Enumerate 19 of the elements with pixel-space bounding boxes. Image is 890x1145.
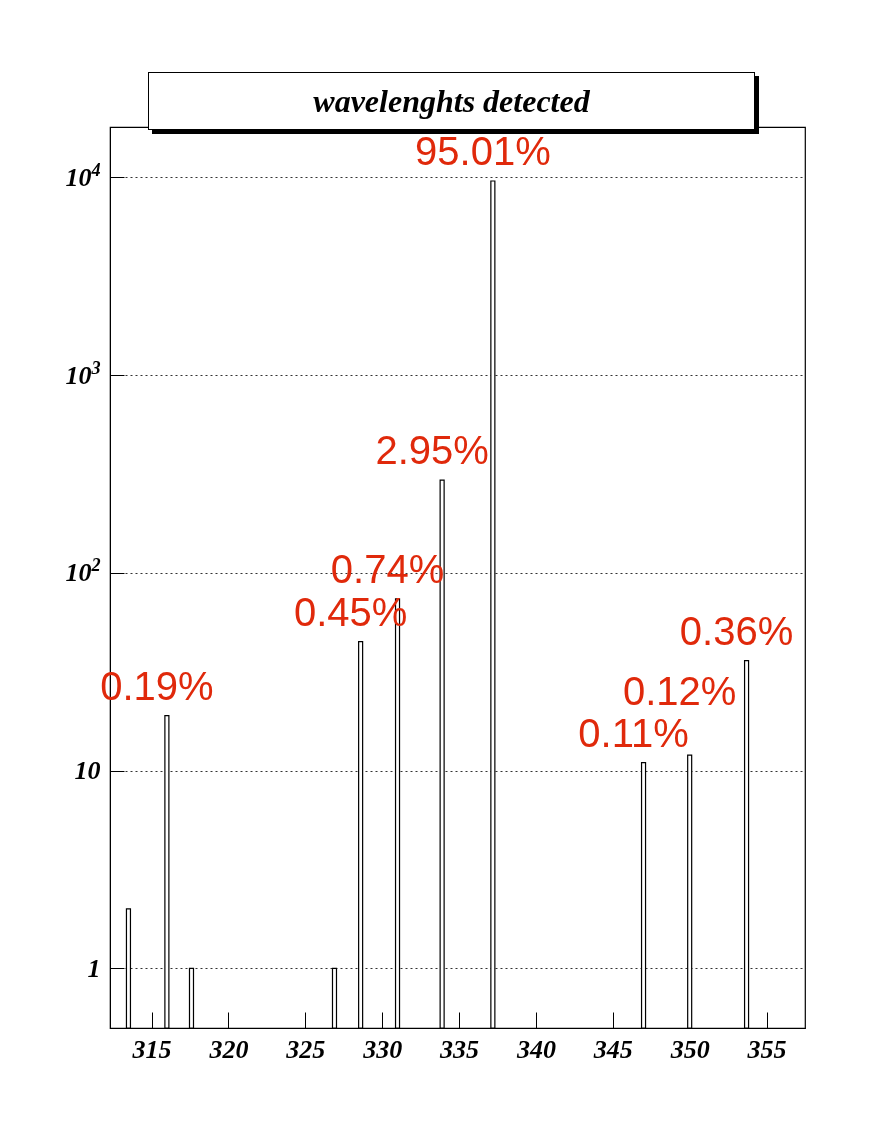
x-tick-label: 350 — [669, 1034, 710, 1064]
x-tick-label: 330 — [362, 1034, 403, 1064]
annotation: 0.36% — [679, 608, 794, 653]
x-tick-label: 340 — [515, 1034, 556, 1064]
y-tick-label: 10$^{2}$ — [65, 555, 101, 588]
annotation: 0.11% — [578, 710, 689, 755]
x-tick-label: 320 — [208, 1034, 249, 1064]
x-tick-label: 335 — [439, 1034, 480, 1064]
y-tick-label: 10 — [74, 756, 101, 786]
x-tick-label: 315 — [131, 1034, 172, 1064]
annotation: 0.12% — [622, 668, 737, 713]
annotation: 2.95% — [375, 428, 489, 473]
y-tick-label: 10$^{4}$ — [65, 159, 101, 192]
x-tick-label: 345 — [592, 1034, 633, 1064]
annotation: 95.01% — [415, 128, 551, 173]
y-tick-label: 1 — [87, 953, 101, 983]
x-tick-label: 325 — [285, 1034, 326, 1064]
x-tick-label: 355 — [746, 1034, 787, 1064]
y-tick-label: 10$^{3}$ — [65, 357, 101, 390]
